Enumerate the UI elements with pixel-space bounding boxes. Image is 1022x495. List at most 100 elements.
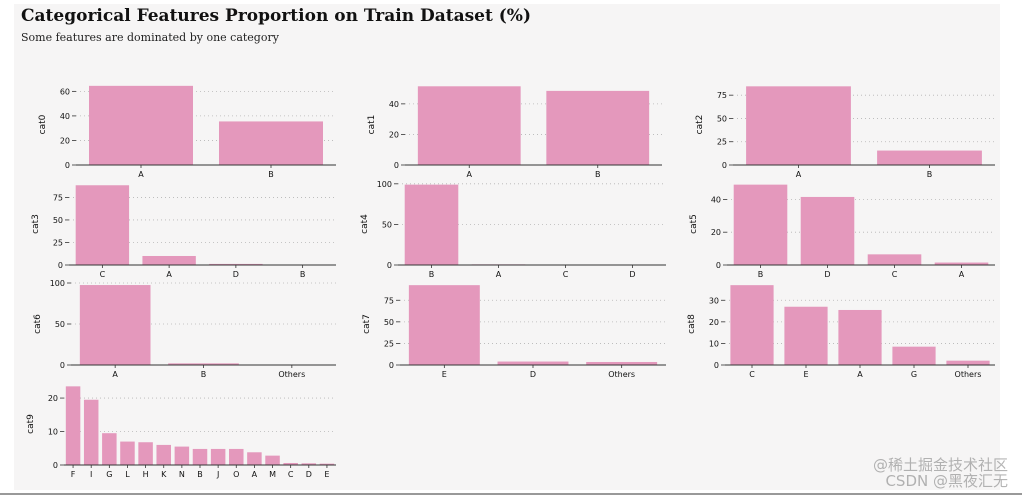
bar-cat9-A: [247, 452, 262, 465]
bar-cat5-B: [733, 184, 788, 265]
x-tick-label: I: [90, 470, 92, 479]
x-tick-label: A: [467, 170, 473, 179]
y-tick-label: 20: [709, 318, 719, 327]
x-tick-label: B: [758, 270, 764, 279]
x-tick-label: A: [138, 170, 144, 179]
x-tick-label: B: [927, 170, 933, 179]
y-tick-label: 0: [53, 461, 58, 470]
y-axis-label: cat8: [687, 314, 697, 334]
x-tick-label: O: [233, 470, 239, 479]
bar-cat4-B: [404, 184, 459, 265]
y-axis-label: cat5: [689, 214, 699, 234]
x-tick-label: F: [71, 470, 76, 479]
x-tick-label: Others: [278, 370, 305, 379]
y-tick-label: 0: [716, 261, 721, 270]
x-tick-label: A: [112, 370, 118, 379]
subplot-cat8: 0 10 20 30 C E A G Others cat8: [687, 285, 995, 379]
bar-cat9-F: [65, 386, 81, 465]
y-tick-label: 10: [48, 428, 58, 437]
bar-cat9-C: [283, 462, 298, 465]
bar-cat9-M: [265, 455, 280, 465]
x-tick-label: D: [629, 270, 635, 279]
bar-cat9-B: [192, 448, 208, 465]
x-tick-label: H: [143, 470, 149, 479]
watermark-line-1: @稀土掘金技术社区: [872, 456, 1008, 474]
y-axis-label: cat4: [360, 214, 370, 234]
x-tick-label: D: [824, 270, 830, 279]
bottom-border: [0, 493, 1022, 495]
bar-cat9-H: [138, 442, 153, 465]
subplot-cat7: 0 25 50 75 E D Others cat7: [362, 285, 666, 379]
y-tick-label: 10: [709, 339, 719, 348]
bar-cat1-B: [546, 90, 650, 165]
x-tick-label: A: [496, 270, 502, 279]
x-tick-label: B: [300, 270, 306, 279]
bar-cat7-Others: [586, 361, 658, 365]
y-tick-label: 50: [53, 216, 63, 225]
bar-cat9-N: [174, 446, 190, 465]
x-tick-label: B: [595, 170, 601, 179]
x-tick-label: M: [269, 470, 276, 479]
bar-cat0-B: [219, 121, 323, 165]
bar-cat1-A: [417, 86, 521, 165]
y-tick-label: 20: [48, 394, 58, 403]
x-tick-label: N: [179, 470, 185, 479]
y-tick-label: 40: [389, 100, 399, 109]
y-axis-label: cat6: [33, 314, 43, 334]
y-tick-label: 0: [60, 361, 65, 370]
bar-cat9-L: [120, 441, 135, 465]
x-tick-label: B: [429, 270, 435, 279]
x-tick-label: B: [268, 170, 274, 179]
watermark-line-2: CSDN @黑夜汇无: [885, 472, 1008, 490]
bar-cat5-D: [800, 196, 855, 265]
y-tick-label: 40: [711, 195, 721, 204]
y-tick-label: 40: [60, 112, 70, 121]
y-tick-label: 60: [60, 87, 70, 96]
watermark: @稀土掘金技术社区 CSDN @黑夜汇无: [873, 457, 1008, 489]
y-tick-label: 50: [717, 114, 727, 123]
bar-cat9-K: [156, 444, 171, 465]
y-axis-label: cat9: [26, 414, 36, 434]
x-tick-label: B: [197, 470, 203, 479]
x-tick-label: J: [216, 470, 219, 479]
y-tick-label: 20: [711, 228, 721, 237]
y-tick-label: 30: [709, 296, 719, 305]
x-tick-label: D: [233, 270, 239, 279]
y-tick-label: 100: [377, 180, 392, 189]
y-axis-label: cat1: [367, 115, 377, 135]
bar-cat3-A: [142, 255, 196, 265]
bar-cat5-C: [867, 254, 922, 265]
y-tick-label: 25: [717, 138, 727, 147]
x-tick-label: E: [442, 370, 447, 379]
y-tick-label: 75: [384, 296, 394, 305]
bar-cat3-D: [209, 263, 263, 265]
y-tick-label: 0: [722, 161, 727, 170]
x-tick-label: A: [959, 270, 965, 279]
y-tick-label: 0: [389, 361, 394, 370]
x-tick-label: D: [530, 370, 536, 379]
x-tick-label: A: [252, 470, 258, 479]
bar-cat3-C: [75, 185, 130, 265]
y-tick-label: 75: [53, 193, 63, 202]
bar-cat9-E: [319, 463, 335, 465]
y-tick-label: 100: [50, 279, 65, 288]
x-tick-label: C: [749, 370, 755, 379]
y-tick-label: 20: [60, 136, 70, 145]
x-tick-label: K: [161, 470, 167, 479]
bar-cat9-G: [102, 433, 117, 465]
bar-cat6-B: [168, 363, 239, 365]
y-tick-label: 25: [384, 339, 394, 348]
y-tick-label: 0: [394, 161, 399, 170]
bar-cat8-G: [892, 346, 936, 365]
subplot-cat6: 0 50 100 A B Others cat6: [33, 279, 336, 379]
x-tick-label: E: [803, 370, 808, 379]
bar-cat8-E: [784, 306, 828, 365]
bar-cat9-J: [210, 448, 226, 465]
y-tick-label: 75: [717, 91, 727, 100]
